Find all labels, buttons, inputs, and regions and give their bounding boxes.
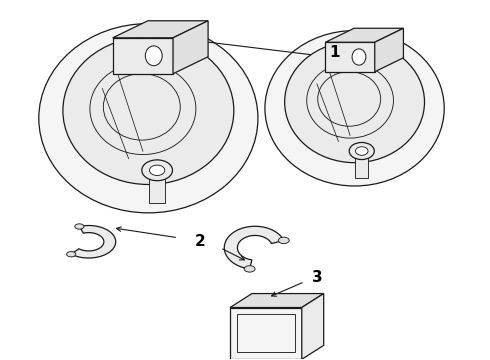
Polygon shape [173, 21, 208, 74]
Polygon shape [224, 226, 284, 269]
Ellipse shape [278, 237, 289, 244]
Ellipse shape [67, 252, 76, 257]
Ellipse shape [149, 165, 165, 175]
Ellipse shape [146, 46, 162, 66]
Text: 2: 2 [195, 234, 206, 249]
Ellipse shape [352, 49, 366, 65]
Text: 3: 3 [312, 270, 322, 285]
Ellipse shape [63, 37, 234, 184]
Ellipse shape [349, 143, 374, 159]
Ellipse shape [355, 147, 368, 155]
Polygon shape [230, 307, 302, 359]
Ellipse shape [244, 266, 255, 272]
Polygon shape [325, 28, 403, 42]
Polygon shape [375, 28, 403, 72]
Ellipse shape [142, 160, 172, 181]
Polygon shape [113, 38, 173, 74]
Polygon shape [230, 293, 324, 307]
Polygon shape [149, 167, 165, 203]
Polygon shape [113, 21, 208, 38]
Polygon shape [71, 225, 116, 258]
Polygon shape [355, 148, 368, 178]
Polygon shape [325, 42, 375, 72]
Ellipse shape [265, 31, 444, 186]
Ellipse shape [75, 224, 84, 229]
Ellipse shape [285, 41, 424, 163]
Text: 1: 1 [330, 45, 340, 60]
Ellipse shape [39, 24, 258, 213]
Polygon shape [302, 293, 324, 359]
